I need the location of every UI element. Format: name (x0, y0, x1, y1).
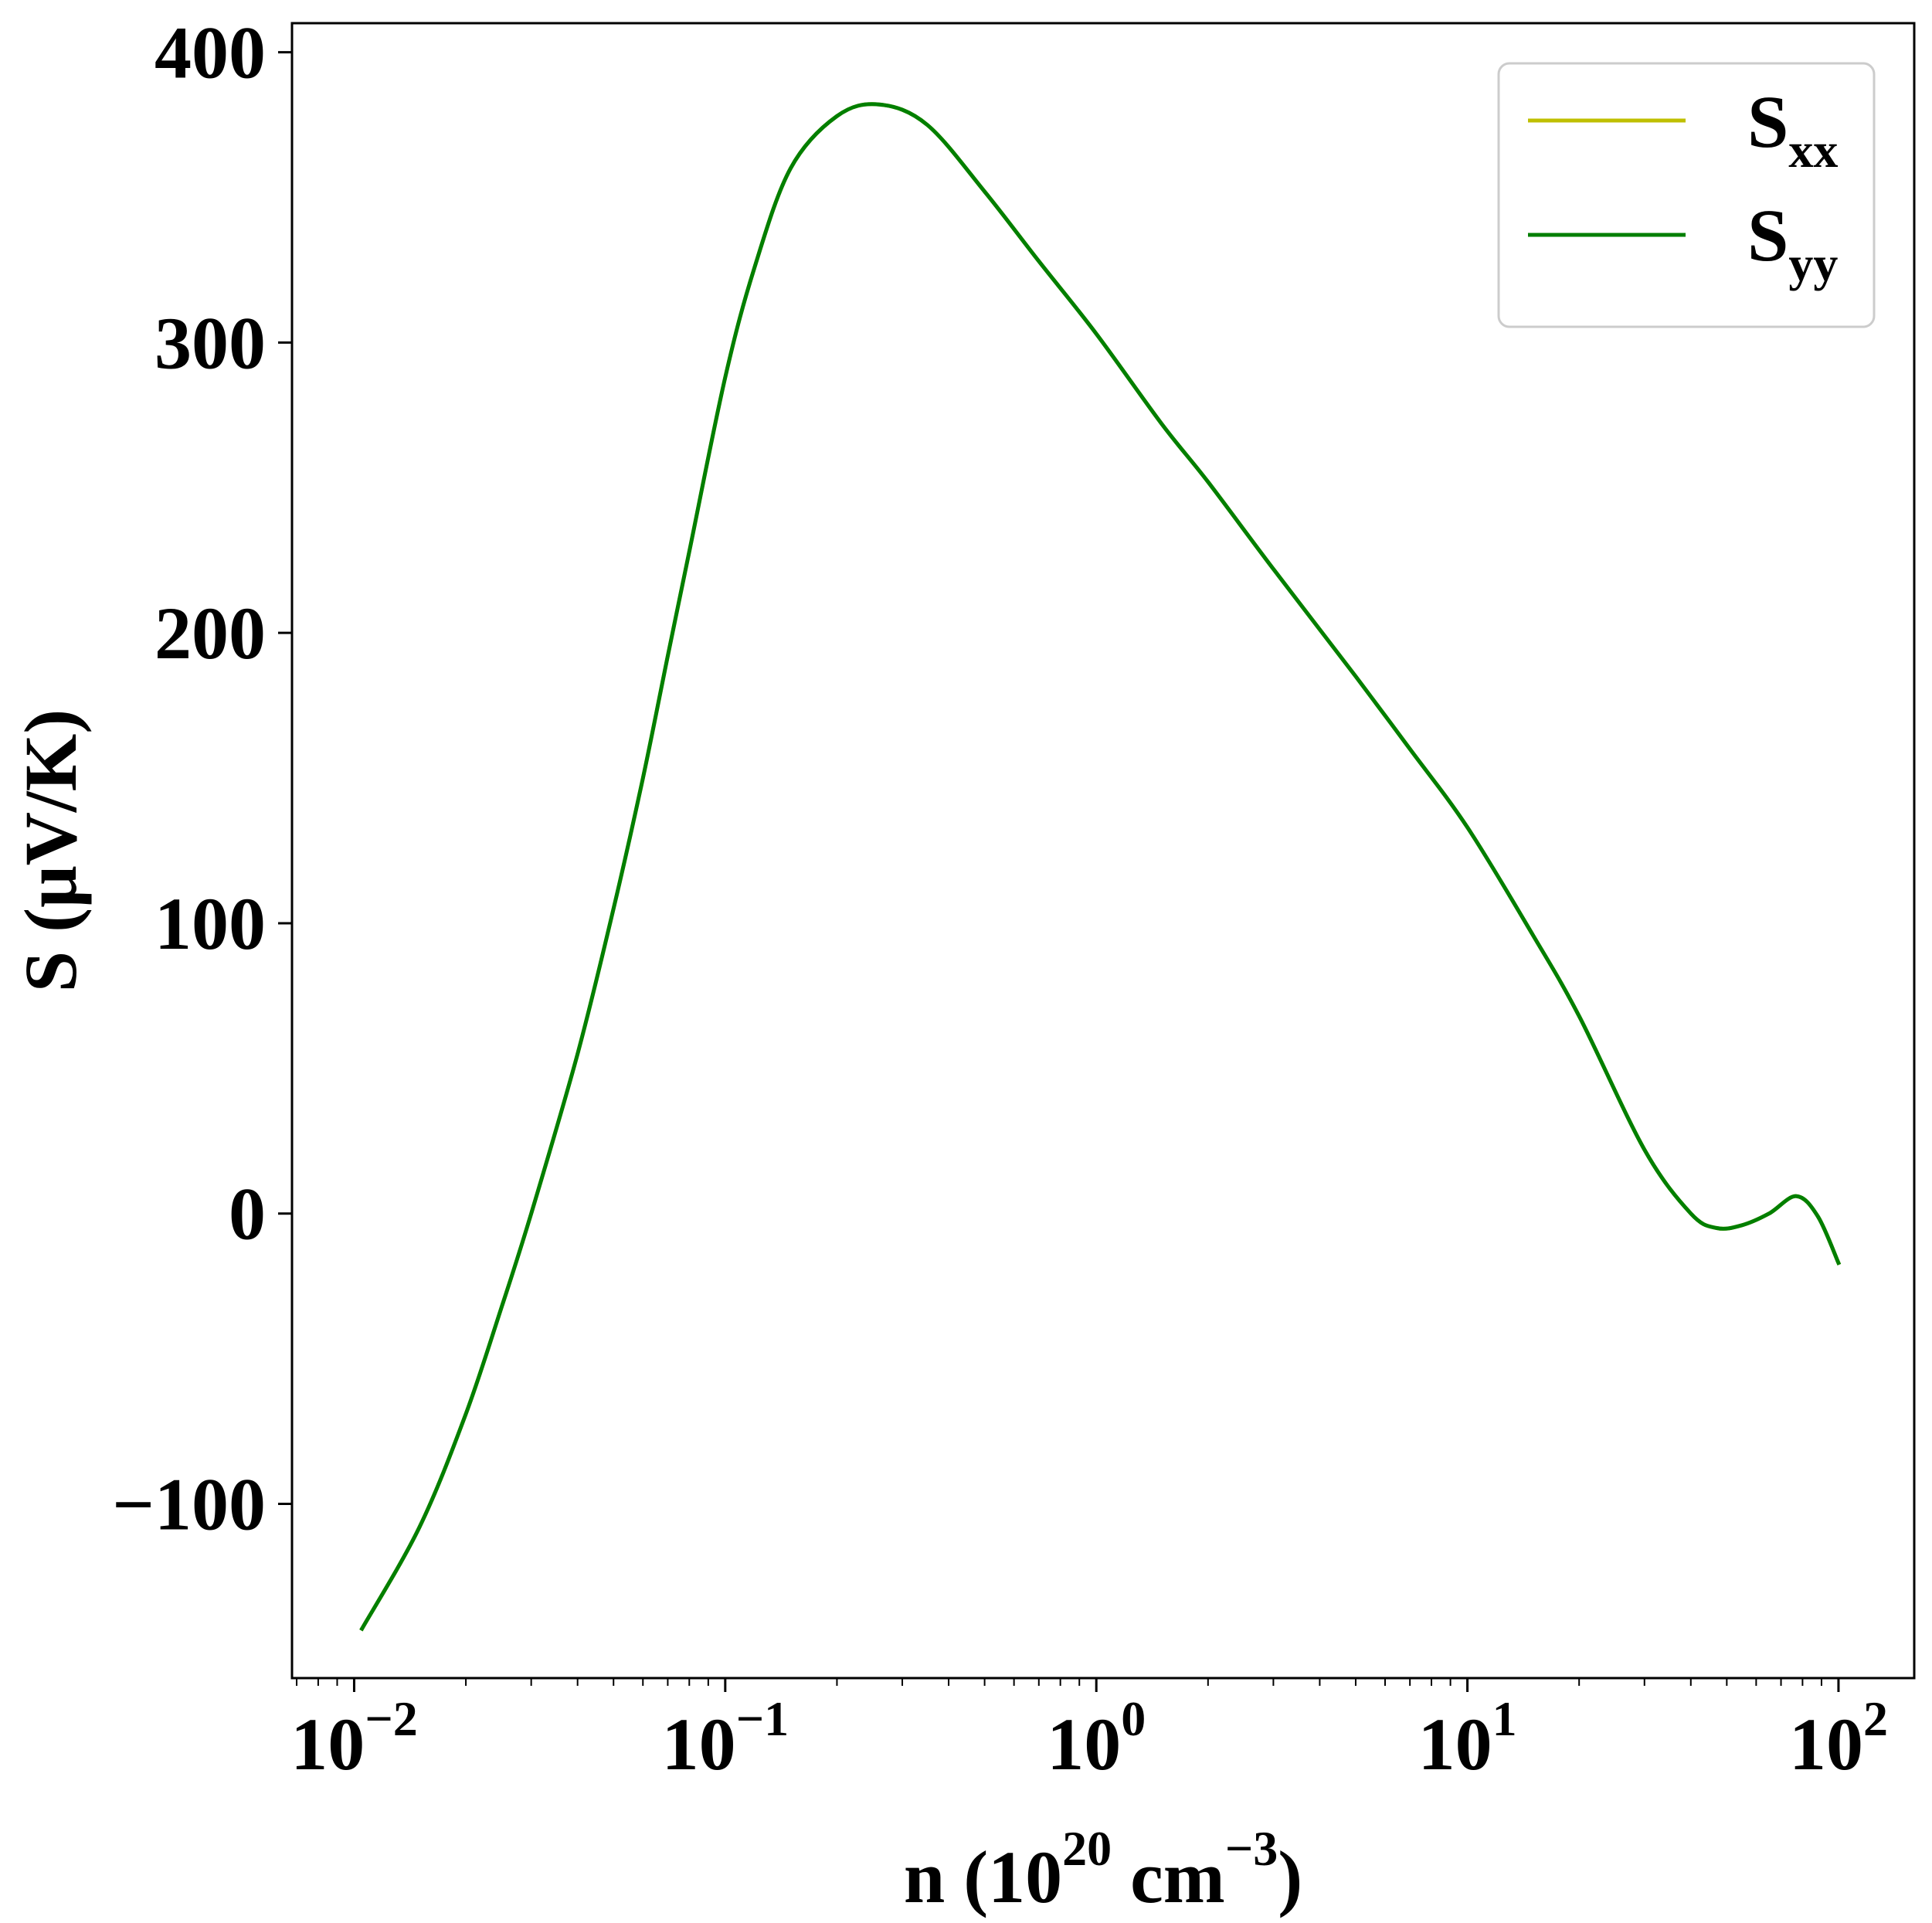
x-tick-label-base: 10 (662, 1703, 736, 1785)
x-tick-label-exp: 0 (1121, 1691, 1146, 1746)
y-tick-label: 100 (154, 882, 266, 965)
x-tick-label: 10−1 (662, 1691, 789, 1785)
series-line-syy (359, 102, 1842, 1632)
x-axis-label: n (1020 cm−3) (904, 1821, 1302, 1918)
legend-label-syy-sub: yy (1788, 236, 1838, 291)
y-tick-label: 300 (154, 301, 266, 384)
y-tick-label: 0 (229, 1173, 266, 1255)
legend-frame (1497, 62, 1876, 328)
y-axis-label: S (μV/K) (9, 709, 92, 992)
x-tick-label-base: 10 (1789, 1703, 1863, 1785)
x-axis-label-unit: cm (1112, 1836, 1225, 1918)
x-tick-label-exp: 2 (1863, 1691, 1888, 1746)
x-axis: 10−2 10−1 100 101 102 (290, 1678, 1888, 1785)
legend-label-sxx: Sxx (1747, 80, 1838, 178)
x-tick-label: 10−2 (290, 1691, 417, 1785)
legend-label-syy: Syy (1747, 194, 1838, 291)
x-tick-label: 100 (1047, 1691, 1146, 1785)
series-line-sxx (359, 102, 1842, 1632)
x-tick-label-base: 10 (290, 1703, 365, 1785)
x-tick-label-base: 10 (1418, 1703, 1492, 1785)
x-axis-label-main: n (10 (904, 1836, 1062, 1918)
y-tick-label: 400 (154, 12, 266, 94)
y-tick-label: 200 (154, 592, 266, 674)
x-tick-label: 101 (1418, 1691, 1517, 1785)
x-tick-label-exp: −2 (365, 1691, 417, 1746)
plot-frame (290, 22, 1916, 1680)
x-tick-label-exp: −1 (736, 1691, 789, 1746)
x-tick-label-base: 10 (1047, 1703, 1121, 1785)
legend-label-sxx-main: S (1747, 80, 1788, 163)
x-axis-label-close: ) (1278, 1836, 1302, 1918)
x-axis-label-exp2: −3 (1225, 1821, 1278, 1876)
series-layer (359, 102, 1842, 1632)
y-tick-label: −100 (112, 1463, 266, 1546)
x-axis-label-exp1: 20 (1062, 1821, 1112, 1876)
legend-label-syy-main: S (1747, 194, 1788, 277)
y-axis: −100 0 100 200 300 400 (112, 12, 292, 1546)
legend-label-sxx-sub: xx (1788, 123, 1838, 178)
x-tick-label: 102 (1789, 1691, 1888, 1785)
x-tick-label-exp: 1 (1492, 1691, 1517, 1746)
legend: Sxx Syy (1497, 62, 1876, 328)
